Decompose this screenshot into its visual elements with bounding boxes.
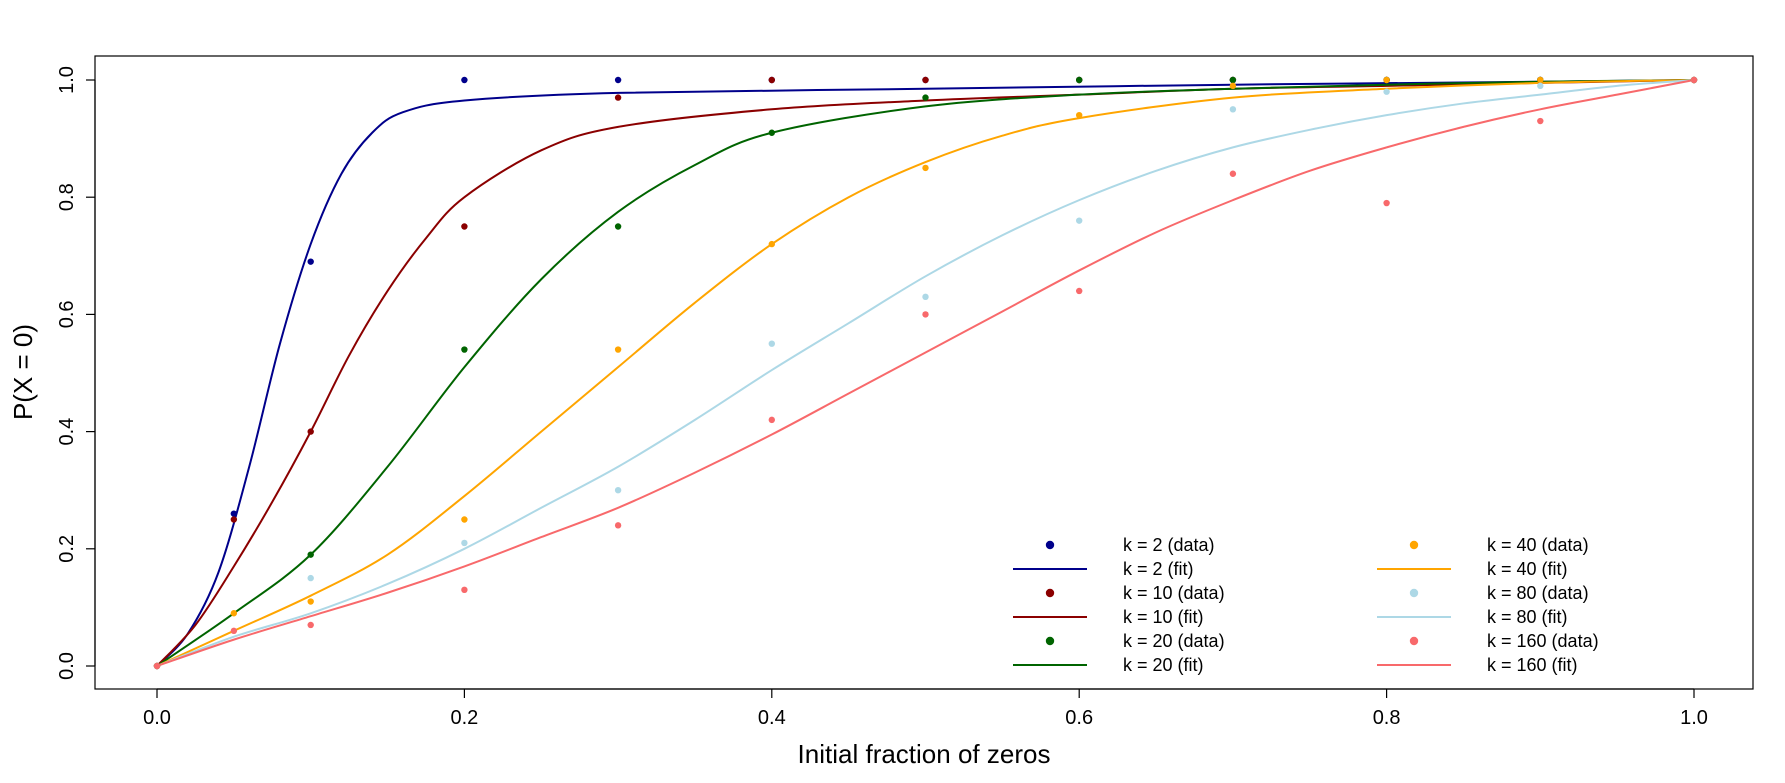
legend-label-k-40-data: k = 40 (data) <box>1487 535 1589 555</box>
legend-label-k-20-fit: k = 20 (fit) <box>1123 655 1204 675</box>
legend-marker-k-20 <box>1045 636 1055 646</box>
data-point-k-40 <box>614 346 622 353</box>
data-point-k-20 <box>768 129 775 136</box>
fit-line-k-160 <box>156 79 1695 667</box>
data-point-k-80 <box>307 574 314 582</box>
data-point-k-80 <box>1383 88 1390 95</box>
data-point-k-80 <box>461 539 468 547</box>
data-point-k-160 <box>1383 199 1390 207</box>
x-tick-label: 0.4 <box>758 707 786 729</box>
legend-label-k-80-data: k = 80 (data) <box>1487 583 1589 603</box>
data-point-k-160 <box>230 627 238 635</box>
data-point-k-80 <box>614 487 622 494</box>
data-point-k-80 <box>1537 82 1544 90</box>
fit-line-k-40 <box>156 79 1695 667</box>
data-point-k-160 <box>922 311 929 318</box>
data-point-k-160 <box>307 621 314 629</box>
legend-label-k-160-data: k = 160 (data) <box>1487 631 1599 651</box>
data-point-k-160 <box>1229 170 1237 177</box>
y-tick-label: 0.4 <box>56 418 78 446</box>
y-tick-label: 0.0 <box>56 652 78 680</box>
data-point-k-40 <box>1383 76 1390 84</box>
data-point-k-80 <box>1076 217 1083 224</box>
data-point-k-20 <box>307 551 314 558</box>
legend: k = 2 (data) k = 2 (fit) k = 10 (data) k = … <box>1013 535 1599 675</box>
legend-marker-k-80 <box>1409 588 1419 598</box>
y-tick-label: 0.8 <box>56 183 78 211</box>
data-point-k-20 <box>461 346 468 353</box>
data-point-k-80 <box>1229 106 1237 113</box>
data-point-k-40 <box>922 164 929 172</box>
data-point-k-2 <box>461 76 468 84</box>
y-axis-label: P(X = 0) <box>8 324 38 420</box>
data-point-k-2 <box>230 510 238 517</box>
data-point-k-160 <box>153 662 161 670</box>
fit-line-k-2 <box>156 79 1695 667</box>
legend-label-k-10-fit: k = 10 (fit) <box>1123 607 1204 627</box>
axes: 0.0 0.2 0.4 0.6 0.8 1.0 0.0 0.2 0.4 0.6 0.8 1.0 <box>56 66 1708 729</box>
legend-marker-k-10 <box>1045 588 1055 598</box>
data-point-k-40 <box>307 598 314 605</box>
data-point-k-10 <box>922 76 929 84</box>
data-point-k-2 <box>307 258 314 265</box>
data-point-k-160 <box>768 416 775 424</box>
data-point-k-2 <box>614 76 622 84</box>
legend-marker-k-2 <box>1045 540 1055 550</box>
data-point-k-20 <box>922 94 929 101</box>
data-point-k-40 <box>1076 111 1083 119</box>
data-point-k-40 <box>1229 82 1237 90</box>
legend-label-k-160-fit: k = 160 (fit) <box>1487 655 1578 675</box>
data-point-k-10 <box>768 76 775 84</box>
x-tick-label: 0.0 <box>143 707 171 729</box>
fit-line-k-80 <box>156 79 1695 667</box>
legend-marker-k-40 <box>1409 540 1419 550</box>
fit-curves <box>156 79 1695 667</box>
data-point-k-20 <box>1229 76 1237 84</box>
legend-label-k-80-fit: k = 80 (fit) <box>1487 607 1568 627</box>
legend-label-k-40-fit: k = 40 (fit) <box>1487 559 1568 579</box>
y-tick-label: 0.6 <box>56 300 78 328</box>
x-tick-label: 0.2 <box>450 707 478 729</box>
data-point-k-40 <box>230 610 238 617</box>
x-tick-label: 0.6 <box>1065 707 1093 729</box>
data-point-k-20 <box>1076 76 1083 84</box>
legend-label-k-2-data: k = 2 (data) <box>1123 535 1215 555</box>
x-tick-label: 1.0 <box>1680 707 1708 729</box>
data-point-k-40 <box>768 240 775 248</box>
data-point-k-10 <box>614 94 622 101</box>
data-point-k-160 <box>1537 117 1544 125</box>
legend-marker-k-160 <box>1409 636 1419 646</box>
data-point-k-10 <box>307 428 314 435</box>
data-point-k-80 <box>922 293 929 301</box>
x-axis-label: Initial fraction of zeros <box>798 739 1051 769</box>
data-point-k-10 <box>461 223 468 230</box>
data-points <box>153 76 1698 670</box>
data-point-k-160 <box>461 586 468 594</box>
legend-label-k-2-fit: k = 2 (fit) <box>1123 559 1194 579</box>
data-point-k-40 <box>1537 76 1544 84</box>
data-point-k-80 <box>768 340 775 347</box>
data-point-k-160 <box>1076 287 1083 295</box>
data-point-k-40 <box>461 516 468 523</box>
y-tick-label: 1.0 <box>56 66 78 94</box>
data-point-k-160 <box>1690 76 1698 84</box>
y-tick-label: 0.2 <box>56 535 78 563</box>
legend-label-k-20-data: k = 20 (data) <box>1123 631 1225 651</box>
data-point-k-160 <box>614 522 622 529</box>
fit-line-k-20 <box>156 79 1695 667</box>
data-point-k-10 <box>230 516 238 523</box>
x-tick-label: 0.8 <box>1373 707 1401 729</box>
data-point-k-20 <box>614 223 622 230</box>
legend-label-k-10-data: k = 10 (data) <box>1123 583 1225 603</box>
